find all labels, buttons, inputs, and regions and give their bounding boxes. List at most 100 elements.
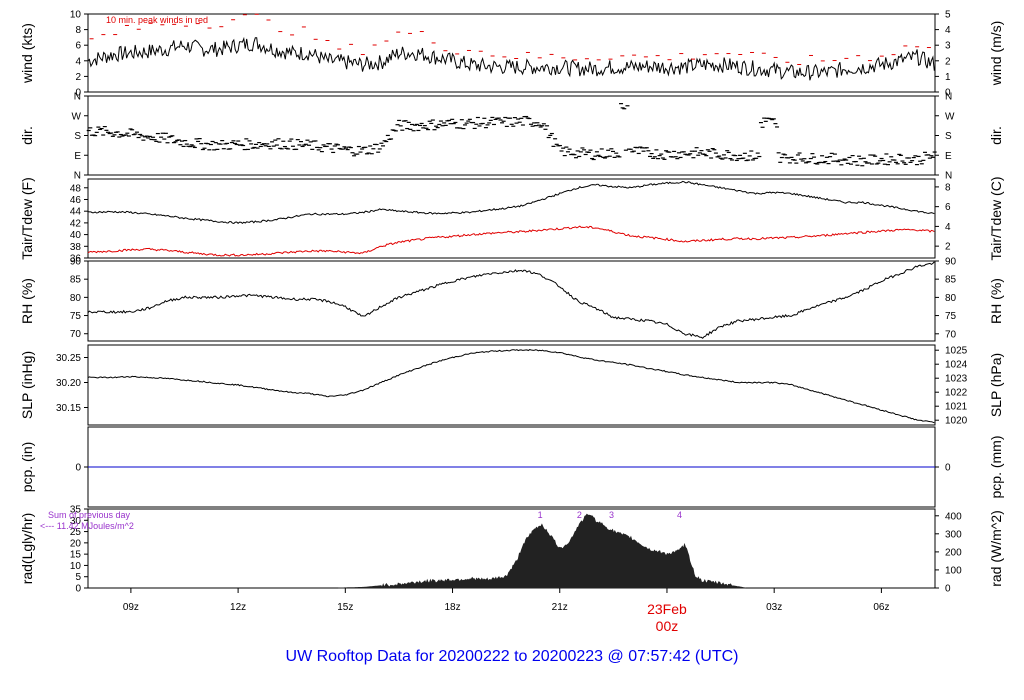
y-tick-label-right: 85 xyxy=(945,275,957,286)
sum-label: Sum of previous day xyxy=(48,510,131,520)
y-axis-label-left: rad(Lgly/hr) xyxy=(19,513,35,585)
y-axis-label-right: SLP (hPa) xyxy=(988,353,1004,417)
y-axis-label-left: wind (kts) xyxy=(19,23,35,84)
panel-wind: 0 2 4 6 8 10 0 1 2 3 4 5 wind (kts) wind (m/s) 10 min.… xyxy=(19,10,1004,99)
y-tick-label-left: 2 xyxy=(75,72,81,83)
y-tick-label-right: N xyxy=(945,92,952,103)
y-tick-label-left: 10 xyxy=(70,561,82,572)
peak-marker-label: 4 xyxy=(677,510,682,520)
y-tick-label-right: 75 xyxy=(945,311,957,322)
y-tick-label-left: 0 xyxy=(75,584,81,595)
y-tick-label-left: W xyxy=(72,111,82,122)
y-tick-label-right: E xyxy=(945,151,952,162)
y-tick-label-right: 3 xyxy=(945,41,951,52)
y-axis-label-right: dir. xyxy=(988,126,1004,145)
y-tick-label-left: 30.25 xyxy=(56,353,81,364)
y-tick-label-left: 6 xyxy=(75,41,81,52)
y-tick-label-left: 30.15 xyxy=(56,403,81,414)
peak-marker-label: 2 xyxy=(577,510,582,520)
y-tick-label-right: 200 xyxy=(945,547,962,558)
y-tick-label-left: 36 xyxy=(70,254,82,265)
y-tick-label-left: 42 xyxy=(70,218,82,229)
y-axis-label-left: SLP (inHg) xyxy=(19,351,35,419)
x-date-tick-label: 00z xyxy=(656,618,679,634)
y-tick-label-right: 1022 xyxy=(945,388,968,399)
y-tick-label-right: 1023 xyxy=(945,374,968,385)
y-tick-label-right: 400 xyxy=(945,511,962,522)
y-axis-label-left: dir. xyxy=(19,126,35,145)
sum-value-label: <--- 11.42 MJoules/m^2 xyxy=(40,521,134,531)
y-tick-label-left: 0 xyxy=(75,463,81,474)
y-tick-label-right: 4 xyxy=(945,222,951,233)
y-tick-label-right: 8 xyxy=(945,182,951,193)
y-tick-label-right: 4 xyxy=(945,25,951,36)
y-axis-label-right: RH (%) xyxy=(988,278,1004,324)
y-tick-label-right: 0 xyxy=(945,463,951,474)
x-tick-label: 06z xyxy=(873,602,889,613)
y-tick-label-left: 85 xyxy=(70,275,82,286)
x-tick-label: 12z xyxy=(230,602,246,613)
series-line xyxy=(87,349,935,424)
panel-precip: 0 0 pcp. (in) pcp. (mm) xyxy=(19,426,1004,508)
y-tick-label-right: 6 xyxy=(945,202,951,213)
y-axis-label-left: RH (%) xyxy=(19,278,35,324)
y-tick-label-left: 0 xyxy=(75,88,81,99)
panel-frame xyxy=(87,13,936,93)
y-tick-label-right: 0 xyxy=(945,584,951,595)
y-tick-label-right: 70 xyxy=(945,329,957,340)
y-tick-label-right: 5 xyxy=(945,10,951,21)
y-axis-label-right: pcp. (mm) xyxy=(988,436,1004,499)
series-line xyxy=(87,36,935,81)
x-tick-label: 15z xyxy=(337,602,353,613)
y-axis-label-right: Tair/Tdew (C) xyxy=(988,176,1004,260)
series-line xyxy=(87,225,935,257)
y-tick-label-right: 1 xyxy=(945,72,951,83)
y-tick-label-left: 75 xyxy=(70,311,82,322)
x-tick-label: 03z xyxy=(766,602,782,613)
y-tick-label-left: E xyxy=(74,151,81,162)
y-tick-label-left: N xyxy=(74,171,81,182)
y-tick-label-right: 1021 xyxy=(945,402,968,413)
y-tick-label-right: 2 xyxy=(945,56,951,67)
y-axis-label-left: pcp. (in) xyxy=(19,442,35,493)
series-line xyxy=(87,180,935,225)
y-tick-label-right: N xyxy=(945,171,952,182)
y-axis-label-left: Tair/Tdew (F) xyxy=(19,177,35,259)
y-axis-label-right: rad (W/m^2) xyxy=(988,510,1004,587)
peak-marker-label: 3 xyxy=(609,510,614,520)
peak-marker-label: 1 xyxy=(538,510,543,520)
y-tick-label-left: 46 xyxy=(70,195,82,206)
panel-frame xyxy=(87,260,936,342)
radiation-area xyxy=(338,513,746,589)
y-tick-label-right: 100 xyxy=(945,565,962,576)
y-tick-label-right: 80 xyxy=(945,293,957,304)
x-tick-label: 09z xyxy=(123,602,139,613)
y-tick-label-left: 38 xyxy=(70,242,82,253)
y-tick-label-left: 15 xyxy=(70,550,82,561)
y-tick-label-left: 5 xyxy=(75,572,81,583)
y-tick-label-right: 2 xyxy=(945,242,951,253)
chart-annotation: 10 min. peak winds in red xyxy=(106,15,208,25)
y-tick-label-left: N xyxy=(74,92,81,103)
series-line xyxy=(87,261,935,339)
y-tick-label-left: 30 xyxy=(70,516,82,527)
y-tick-label-right: 90 xyxy=(945,257,957,268)
y-tick-label-right: 1025 xyxy=(945,346,968,357)
panel-slp: 30.15 30.20 30.25 1020 1021 1022 1023 1024 1025 S… xyxy=(19,344,1004,427)
y-tick-label-left: 90 xyxy=(70,257,82,268)
y-tick-label-left: 80 xyxy=(70,293,82,304)
y-tick-label-left: 35 xyxy=(70,505,82,516)
y-tick-label-left: 40 xyxy=(70,230,82,241)
y-tick-label-left: 10 xyxy=(70,10,82,21)
y-tick-label-left: 8 xyxy=(75,25,81,36)
y-tick-label-left: 4 xyxy=(75,56,81,67)
y-tick-label-left: 25 xyxy=(70,527,82,538)
panel-rh: 70 75 80 85 90 70 75 80 85 90 RH (%) RH (%) xyxy=(19,257,1004,342)
x-tick-label: 18z xyxy=(444,602,460,613)
y-tick-label-right: 300 xyxy=(945,529,962,540)
y-tick-label-left: 70 xyxy=(70,329,82,340)
